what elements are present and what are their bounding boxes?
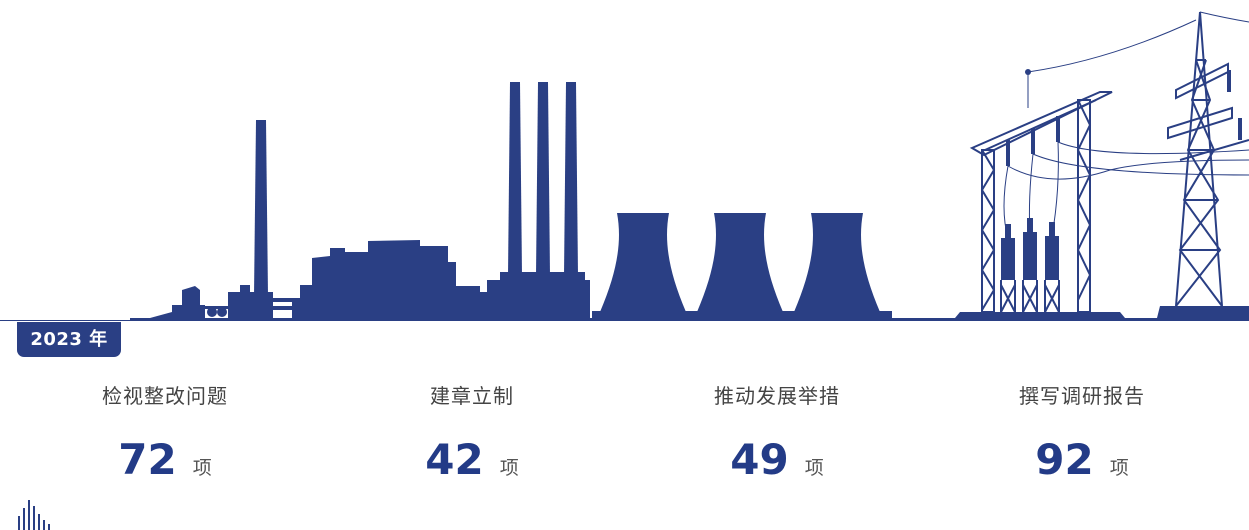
stat-unit: 项 — [192, 457, 212, 479]
stat-unit: 项 — [804, 457, 824, 479]
stat-label: 撰写调研报告 — [1019, 384, 1145, 408]
stat-number: 42 — [425, 435, 484, 484]
stat-number: 49 — [730, 435, 789, 484]
stat-unit: 项 — [499, 457, 519, 479]
bar-logo-icon — [18, 500, 50, 530]
year-badge: 2023 年 — [17, 322, 121, 357]
stat-label: 推动发展举措 — [714, 384, 840, 408]
stat-rectification-issues: 检视整改问题 72 项 — [15, 376, 315, 490]
stat-unit: 项 — [1109, 457, 1129, 479]
stat-research-reports: 撰写调研报告 92 项 — [932, 376, 1232, 490]
stat-regulations: 建章立制 42 项 — [322, 376, 622, 490]
stat-value-row: 72 项 — [15, 430, 315, 490]
power-plant-skyline-illustration — [0, 11, 1249, 321]
stat-value-row: 42 项 — [322, 430, 622, 490]
stat-label: 建章立制 — [430, 384, 514, 408]
stat-value-row: 49 项 — [627, 430, 927, 490]
stat-number: 72 — [118, 435, 177, 484]
stat-number: 92 — [1035, 435, 1094, 484]
stat-development-measures: 推动发展举措 49 项 — [627, 376, 927, 490]
stat-value-row: 92 项 — [932, 430, 1232, 490]
stat-label: 检视整改问题 — [102, 384, 228, 408]
